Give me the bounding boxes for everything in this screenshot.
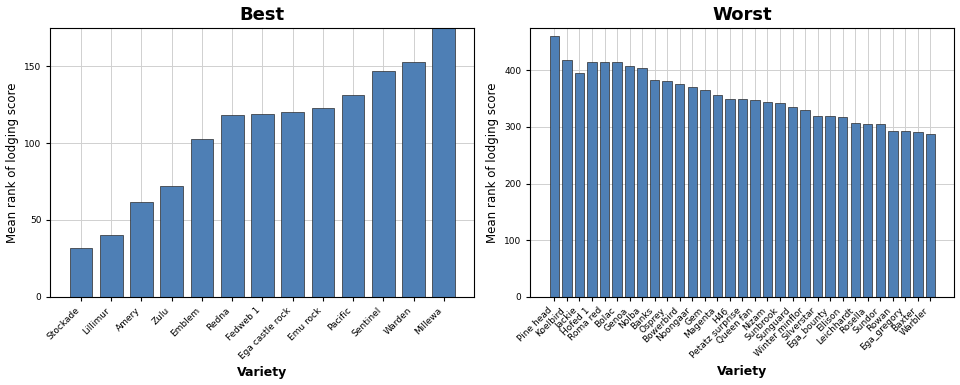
Bar [402,62,425,297]
Bar [100,235,123,297]
Bar [433,20,455,297]
Bar [801,110,810,297]
Bar [913,132,923,297]
Bar [700,90,709,297]
Bar [662,80,672,297]
Bar [876,124,885,297]
Bar [221,116,244,297]
Bar [625,66,635,297]
Bar [763,102,772,297]
Y-axis label: Mean rank of lodging score: Mean rank of lodging score [6,82,18,243]
Bar [191,139,213,297]
X-axis label: Variety: Variety [237,367,288,380]
Bar [888,132,898,297]
Bar [342,95,365,297]
Bar [575,73,584,297]
Bar [851,123,860,297]
Bar [252,114,274,297]
Bar [372,71,395,297]
Bar [160,186,183,297]
Bar [925,134,935,297]
Bar [826,116,835,297]
Bar [588,62,597,297]
Bar [563,60,571,297]
Bar [687,87,697,297]
Bar [725,99,734,297]
Bar [637,67,647,297]
Bar [863,124,873,297]
Bar [281,112,304,297]
Bar [776,103,784,297]
Bar [131,201,153,297]
Title: Worst: Worst [712,5,772,23]
Bar [788,107,797,297]
Bar [712,95,722,297]
Bar [737,99,747,297]
X-axis label: Variety: Variety [717,365,768,378]
Bar [612,62,622,297]
Title: Best: Best [240,5,285,23]
Bar [550,36,559,297]
Bar [813,116,823,297]
Bar [312,108,334,297]
Bar [675,84,684,297]
Bar [900,132,910,297]
Bar [70,248,92,297]
Bar [650,80,660,297]
Bar [600,62,610,297]
Y-axis label: Mean rank of lodging score: Mean rank of lodging score [486,82,498,243]
Bar [838,117,848,297]
Bar [751,100,759,297]
